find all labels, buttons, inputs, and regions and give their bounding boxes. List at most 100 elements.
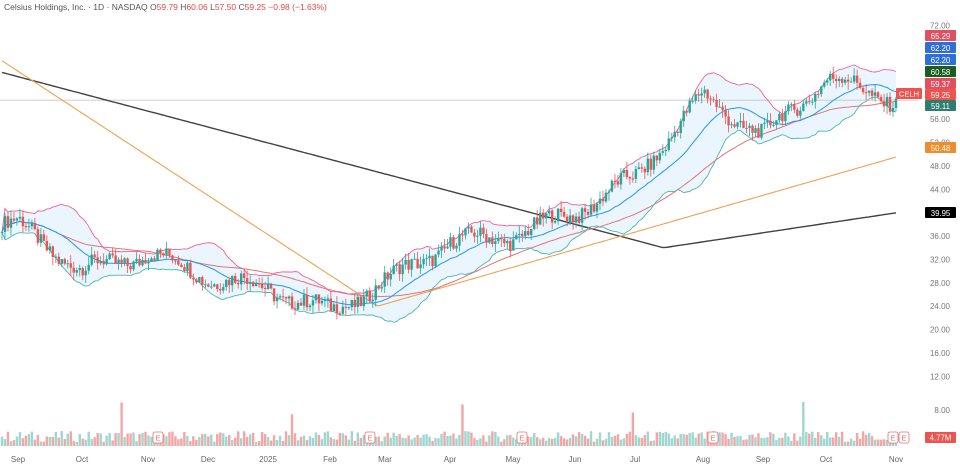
candle-body xyxy=(544,213,548,219)
volume-bar xyxy=(724,434,727,446)
candle-body xyxy=(503,238,506,244)
volume-bar xyxy=(69,431,72,446)
volume-bar xyxy=(15,436,19,446)
candle-body xyxy=(894,98,898,108)
candle-body xyxy=(222,287,225,291)
volume-bar xyxy=(207,436,210,446)
candle-body xyxy=(870,90,874,96)
time-axis-label: Oct xyxy=(76,455,89,464)
candle-body xyxy=(571,215,575,223)
volume-bar xyxy=(530,437,533,446)
candle-body xyxy=(670,137,673,139)
candle-body xyxy=(858,82,862,89)
interval-label[interactable]: 1D xyxy=(93,2,105,12)
volume-bar xyxy=(619,439,623,446)
candle-body xyxy=(541,212,545,219)
symbol-tag xyxy=(896,88,922,99)
volume-bar xyxy=(260,432,264,446)
candle-body xyxy=(320,300,324,304)
volume-bar xyxy=(425,434,428,446)
volume-bar xyxy=(353,440,357,446)
candle-body xyxy=(296,302,300,310)
volume-bar xyxy=(213,441,216,446)
volume-bar xyxy=(586,438,590,446)
volume-bar xyxy=(565,439,569,446)
candle-body xyxy=(751,125,754,133)
candle-body xyxy=(350,299,354,308)
candle-body xyxy=(727,116,730,126)
volume-bar xyxy=(697,433,700,446)
volume-bar xyxy=(685,434,688,446)
candle-body xyxy=(518,233,521,236)
volume-bar xyxy=(150,436,153,446)
candle-body xyxy=(237,282,240,285)
sma-100-line xyxy=(1,60,897,307)
sma-200-line xyxy=(1,71,897,249)
volume-bar xyxy=(96,433,99,446)
volume-bar xyxy=(628,431,632,446)
volume-bar xyxy=(48,436,52,446)
volume-bar xyxy=(733,437,736,446)
volume-bar xyxy=(503,439,506,446)
candle-body xyxy=(356,296,360,307)
volume-bar xyxy=(820,435,823,446)
candle-body xyxy=(745,127,748,129)
candle-body xyxy=(3,216,7,232)
candle-body xyxy=(410,259,413,270)
candle-body xyxy=(772,124,775,126)
price-tick-label: 28.00 xyxy=(930,279,951,288)
volume-bar xyxy=(416,435,419,446)
volume-bar xyxy=(344,435,348,446)
candle-body xyxy=(730,124,733,126)
volume-bar xyxy=(664,431,667,446)
volume-bar xyxy=(30,431,34,446)
candle-body xyxy=(413,258,416,260)
volume-bar xyxy=(670,438,673,446)
volume-bar xyxy=(401,437,404,446)
volume-bar xyxy=(231,440,234,446)
candle-body xyxy=(329,298,333,312)
volume-bar xyxy=(141,432,144,446)
candle-body xyxy=(341,306,345,314)
volume-bar xyxy=(78,433,81,446)
candle-body xyxy=(452,237,455,249)
volume-bar xyxy=(287,435,291,446)
candle-body xyxy=(817,93,820,95)
time-axis-label: May xyxy=(505,455,520,464)
volume-bar xyxy=(36,434,40,446)
time-axis-label: Dec xyxy=(201,455,215,464)
candle-body xyxy=(254,283,258,287)
candle-body xyxy=(613,180,617,182)
candle-body xyxy=(51,246,55,258)
candle-body xyxy=(840,78,844,83)
candle-body xyxy=(30,223,34,227)
volume-bar xyxy=(293,433,297,446)
volume-bar xyxy=(694,437,697,446)
candle-body xyxy=(144,259,147,264)
volume-bar xyxy=(9,441,13,446)
candle-body xyxy=(485,234,488,243)
volume-bar xyxy=(625,433,629,446)
candle-body xyxy=(814,93,817,102)
volume-bar xyxy=(691,432,694,446)
volume-bar xyxy=(700,432,703,446)
candle-body xyxy=(189,262,192,278)
candle-body xyxy=(284,297,288,299)
candle-body xyxy=(506,240,509,244)
candle-body xyxy=(431,255,434,267)
volume-bar xyxy=(317,434,321,446)
candle-body xyxy=(736,122,739,127)
candle-body xyxy=(694,94,697,101)
candle-body xyxy=(81,268,84,276)
price-tick-label: 24.00 xyxy=(930,302,951,311)
candle-body xyxy=(266,283,270,290)
volume-bar xyxy=(266,436,270,446)
candle-body xyxy=(120,259,123,263)
volume-bar xyxy=(479,438,482,446)
candle-body xyxy=(419,264,422,269)
volume-bar xyxy=(550,438,554,446)
volume-bar xyxy=(407,435,410,446)
volume-bar xyxy=(177,439,180,446)
